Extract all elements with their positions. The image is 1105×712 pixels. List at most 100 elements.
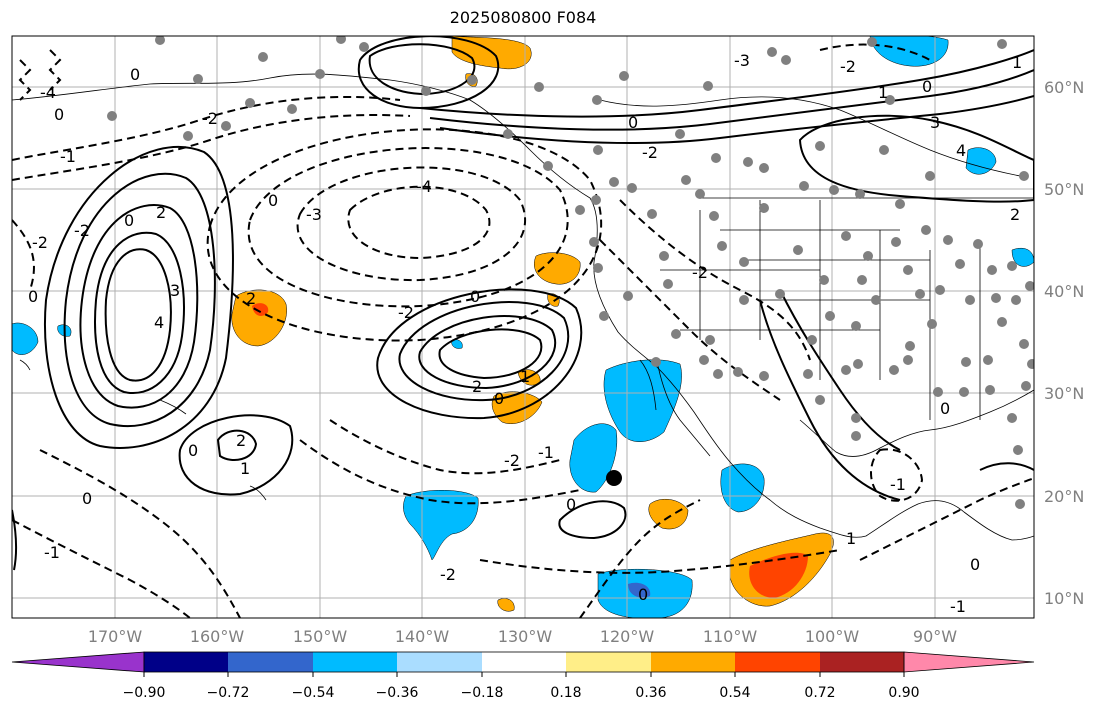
contour-label: 1	[240, 459, 250, 478]
contour-label: -2	[504, 451, 520, 470]
contour-label: 3	[930, 113, 940, 132]
chart-title: 2025080800 F084	[449, 8, 597, 27]
blue-patch-west-edge	[12, 322, 39, 355]
contour-subtrop-small	[216, 429, 258, 461]
lat-label: 60°N	[1044, 78, 1084, 97]
contour-high-west-2	[79, 204, 199, 409]
colorbar-tick-label: 0.72	[804, 685, 835, 701]
map-panel	[12, 36, 1034, 618]
lat-label: 10°N	[1044, 589, 1084, 608]
contour-high-west-1	[63, 172, 216, 428]
colorbar-segment	[566, 652, 651, 672]
contour-high-mid-1	[376, 288, 583, 420]
contour-low-neg1	[206, 128, 603, 342]
colorbar-tick-label: 0.36	[635, 685, 666, 701]
contour-subtrop-small-2	[178, 414, 294, 496]
contour-label: 1	[520, 367, 530, 386]
red-core-central-pacific	[252, 303, 269, 316]
contour-label: -4	[40, 83, 56, 102]
lon-label: 160°W	[190, 627, 245, 646]
contour-ridge-north-2	[429, 69, 1034, 131]
colorbar-extend-high	[903, 651, 1035, 673]
contour-label: -2	[840, 57, 856, 76]
contour-label: 0	[638, 585, 648, 604]
contour-label: -2	[398, 303, 414, 322]
contour-label: -2	[440, 565, 456, 584]
lon-label: 140°W	[395, 627, 450, 646]
contour-high-west-4	[104, 248, 172, 382]
latitude-labels: 60°N 50°N 40°N 30°N 20°N 10°N	[1044, 78, 1084, 608]
contour-neg-east	[870, 448, 924, 502]
contour-label: -3	[734, 51, 750, 70]
contour-label: 2	[472, 377, 482, 396]
contour-neg-broad-2	[12, 114, 411, 181]
contour-label: 0	[494, 389, 504, 408]
contour-neg-westside	[12, 219, 35, 291]
lon-label: 90°W	[913, 627, 957, 646]
colorbar-tick-label: 0.90	[888, 685, 919, 701]
orange-patch-oregon-coast	[534, 252, 581, 285]
colorbar-tick-label: −0.54	[292, 685, 335, 701]
contour-trough-east-2	[779, 289, 901, 451]
contour-east-high	[798, 114, 1034, 203]
blue-patch-offshore-mexico	[569, 423, 618, 493]
lon-label: 120°W	[600, 627, 655, 646]
contour-neg-north	[819, 43, 931, 61]
contour-neg-wavy-2	[48, 49, 62, 91]
darkblue-core-south	[628, 582, 651, 598]
contour-label: 1	[1012, 53, 1022, 72]
contour-label: 2	[156, 203, 166, 222]
shaded-anomalies	[12, 36, 1034, 618]
contour-label: 4	[956, 141, 966, 160]
contour-label: 0	[940, 399, 950, 418]
contour-label: 0	[470, 287, 480, 306]
contour-label: 0	[130, 65, 140, 84]
colorbar-segment	[820, 652, 904, 672]
contour-label: 1	[878, 83, 888, 102]
red-core-mexico-south	[749, 552, 808, 598]
contour-neg-wavy	[18, 59, 32, 101]
contour-ridge-north-3	[439, 95, 1034, 144]
map-border	[11, 35, 1035, 619]
colorbar-tick-label: 0.18	[550, 685, 581, 701]
contour-neg-mexico-2	[619, 199, 811, 361]
contour-label: 0	[54, 105, 64, 124]
colorbar-segment	[482, 652, 566, 672]
contour-label: -1	[44, 543, 60, 562]
lat-label: 40°N	[1044, 282, 1084, 301]
coastlines	[12, 73, 1034, 541]
contours-positive	[12, 36, 1034, 571]
colorbar-tick-label: −0.90	[123, 685, 166, 701]
contour-label: -2	[32, 233, 48, 252]
lat-label: 30°N	[1044, 384, 1084, 403]
contour-trough-east	[759, 299, 901, 501]
contour-label: -2	[642, 143, 658, 162]
contour-label: 0	[970, 555, 980, 574]
lat-label: 50°N	[1044, 180, 1084, 199]
contour-neg-east-2	[859, 477, 1034, 561]
station-markers	[107, 36, 1034, 509]
lon-label: 170°W	[88, 627, 143, 646]
orange-patch-tropical-1	[648, 498, 689, 530]
contour-label: -1	[538, 443, 554, 462]
colorbar-tick-label: 0.54	[719, 685, 750, 701]
contour-high-west-3	[94, 231, 185, 394]
contour-east-flow-1	[558, 500, 627, 540]
contour-label: 0	[566, 495, 576, 514]
contour-label: 2	[236, 431, 246, 450]
contour-label: 2	[246, 289, 256, 308]
contour-label: 0	[628, 113, 638, 132]
storm-center-marker	[606, 470, 622, 486]
contour-neg-broad	[12, 95, 401, 161]
contour-label: 0	[268, 191, 278, 210]
contour-low-neg3	[296, 166, 526, 282]
contour-high-mid-2	[398, 301, 570, 402]
contour-label: 0	[124, 211, 134, 230]
contour-neg-south-2	[479, 549, 841, 574]
contour-label: 0	[82, 489, 92, 508]
contour-label: 0	[188, 441, 198, 460]
contour-labels: 0 2 3 4 0 0 -4 0 -2 -1 -2 -2 0 -3 -4 -2 …	[28, 51, 1022, 616]
lon-label: 110°W	[703, 627, 758, 646]
colorbar-extend-low	[11, 651, 145, 673]
